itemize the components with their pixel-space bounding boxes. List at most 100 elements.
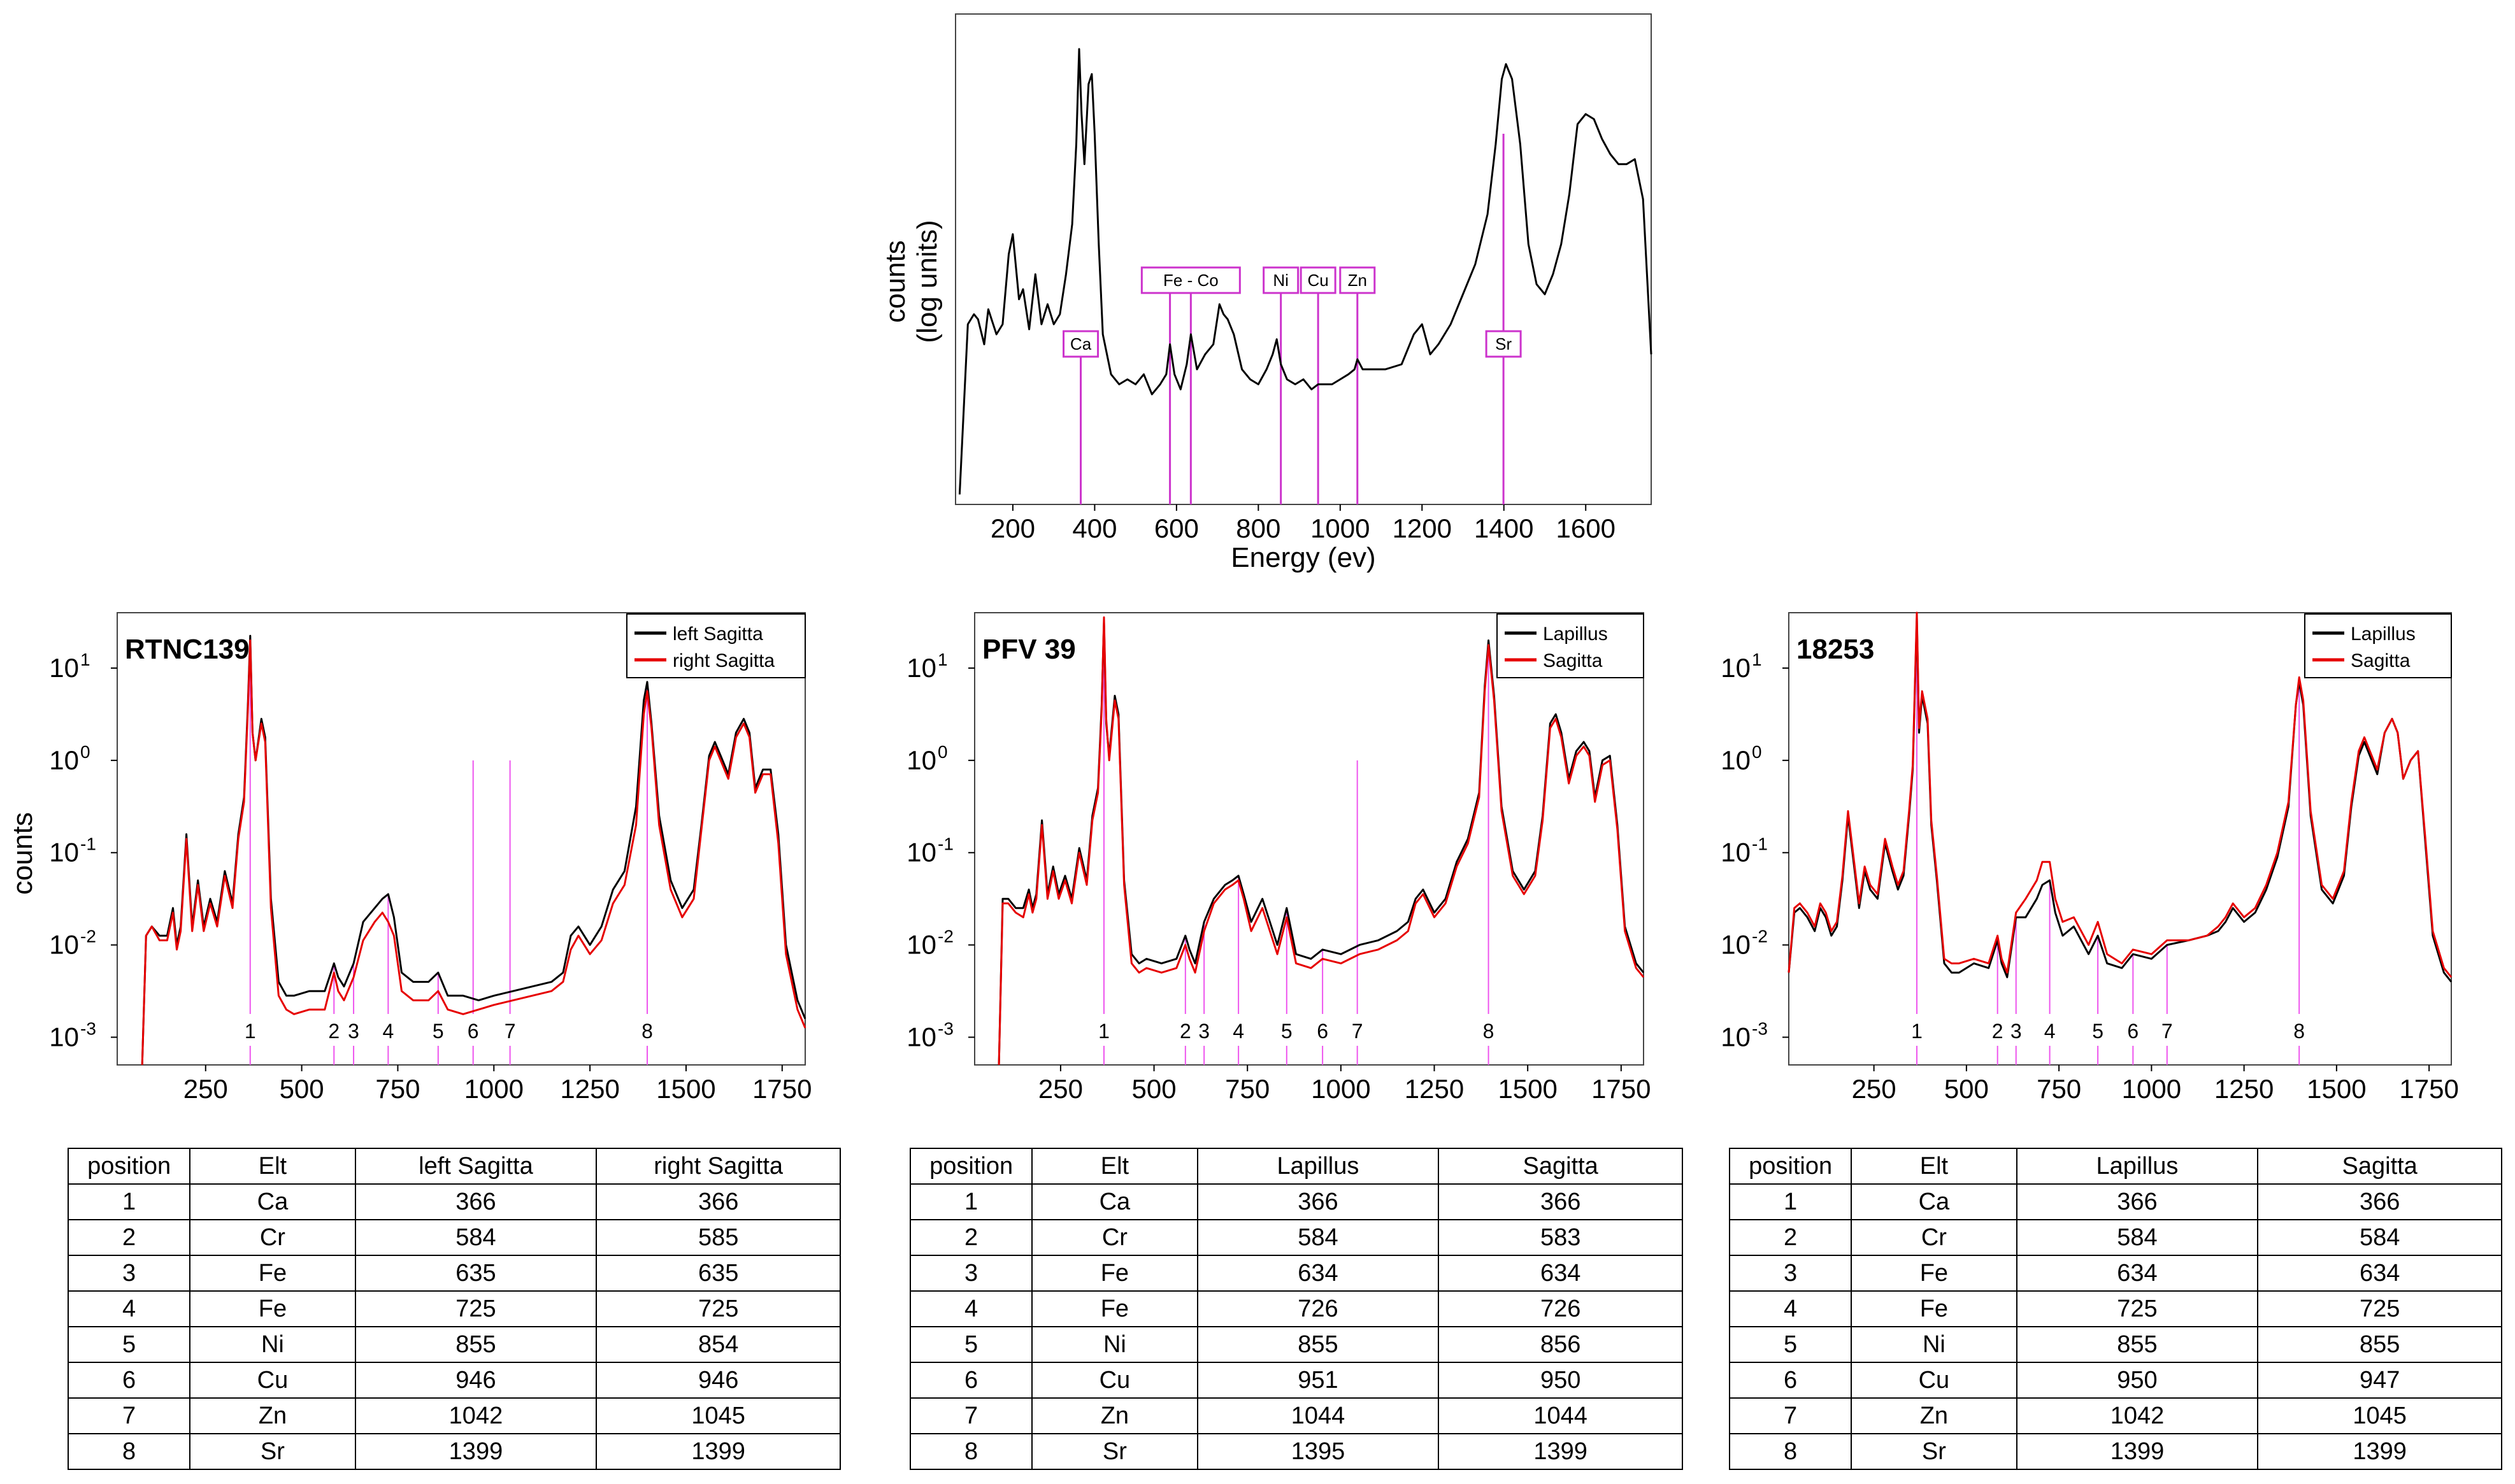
table-cell: 856 [1438,1326,1683,1363]
series-line-lapillus [998,621,1645,1066]
column-header: Lapillus [1196,1148,1440,1185]
table-cell: 7 [67,1397,191,1434]
y-axis-label: (log units) [912,220,943,343]
table-cell: 1399 [2016,1433,2259,1470]
table-cell: 725 [354,1290,598,1327]
table-cell: Sr [1851,1433,2017,1470]
x-axis-label: Energy (ev) [1231,542,1375,573]
peak-number: 1 [245,1020,256,1043]
table-cell: Cu [1851,1362,2017,1399]
table-cell: Fe [1851,1290,2017,1327]
table-row: 5 Ni 855 856 [909,1326,1683,1363]
table-cell: 1042 [2016,1397,2259,1434]
table-cell: 8 [909,1433,1033,1470]
table-cell: 725 [2016,1290,2259,1327]
column-header: Elt [1851,1148,2017,1185]
x-tick-label: 200 [991,513,1035,543]
table-cell: 5 [67,1326,191,1363]
table-row: 5 Ni 855 854 [67,1326,841,1363]
table-cell: 635 [596,1255,841,1292]
x-tick-label: 250 [183,1074,228,1104]
table-cell: 1 [67,1183,191,1220]
table-cell: 5 [1728,1326,1852,1363]
column-header: position [909,1148,1033,1185]
legend-label: Lapillus [2351,624,2416,645]
table-cell: Sr [189,1433,356,1470]
element-label: Zn [1348,271,1367,290]
table-cell: 366 [2257,1183,2502,1220]
x-tick-label: 1000 [464,1074,524,1104]
table-cell: Ni [189,1326,356,1363]
table-cell: Ca [1851,1183,2017,1220]
table-cell: Cr [189,1219,356,1256]
table-cell: Zn [1851,1397,2017,1434]
table-cell: 947 [2257,1362,2502,1399]
y-tick-label: 10 [1721,930,1751,960]
x-tick-label: 500 [1944,1074,1989,1104]
y-axis-label: counts [880,240,911,323]
table-cell: 4 [1728,1290,1852,1327]
table-cell: 951 [1196,1362,1440,1399]
x-tick-label: 400 [1072,513,1117,543]
x-tick-label: 800 [1236,513,1280,543]
y-tick-label: 10 [1721,653,1751,683]
table-cell: 1399 [2257,1433,2502,1470]
element-box [1263,266,1300,294]
y-tick-label: 10 [49,745,79,775]
peak-number: 7 [505,1020,516,1043]
column-header: Elt [189,1148,356,1185]
element-box [1485,330,1522,358]
table-row: 3 Fe 634 634 [1728,1255,2502,1292]
element-label: Fe - Co [1163,271,1219,290]
y-tick-label: 10 [906,1022,936,1052]
table-cell: 5 [909,1326,1033,1363]
peak-number: 3 [1198,1020,1210,1043]
y-tick-exponent: -3 [80,1019,96,1039]
table-cell: 1399 [1438,1433,1683,1470]
y-tick-exponent: -2 [80,927,96,946]
y-tick-label: 10 [906,745,936,775]
y-tick-exponent: -1 [1752,834,1768,854]
peak-number: 7 [2161,1020,2173,1043]
table-cell: 1399 [354,1433,598,1470]
table-cell: Cu [1031,1362,1198,1399]
table-cell: 1399 [596,1433,841,1470]
y-tick-exponent: -2 [1752,927,1768,946]
peak-number: 8 [1483,1020,1494,1043]
table-row: 8 Sr 1399 1399 [67,1433,841,1470]
peak-number: 5 [1281,1020,1293,1043]
table-cell: Cr [1851,1219,2017,1256]
plot-frame [955,13,1652,505]
y-tick-exponent: -1 [938,834,954,854]
y-tick-label: 10 [906,838,936,867]
chart-overview: 2004006008001000120014001600CaCrFe - CoN… [880,13,1652,573]
legend-label: Sagitta [2351,650,2411,671]
table-cell: 634 [1196,1255,1440,1292]
table-row: 6 Cu 950 947 [1728,1362,2502,1399]
table-cell: Fe [189,1290,356,1327]
peaks-table-rtnc139: position Elt left Sagitta right Sagitta 1 Ca 3… [67,1148,841,1470]
table-row: 6 Cu 951 950 [909,1362,1683,1399]
table-cell: 584 [1196,1219,1440,1256]
legend-label: Sagitta [1543,650,1603,671]
table-cell: Sr [1031,1433,1198,1470]
y-tick-exponent: 0 [1752,742,1762,762]
y-tick-exponent: 0 [938,742,948,762]
y-tick-exponent: 1 [938,650,948,669]
plot-frame [1788,612,2452,1066]
chart-title: RTNC139 [125,634,250,665]
element-box [1300,266,1336,294]
table-header-row: position Elt left Sagitta right Sagitta [67,1148,841,1185]
table-cell: 2 [1728,1219,1852,1256]
peaks-table-18253: position Elt Lapillus Sagitta 1 Ca 366 366 2 Cr 58… [1728,1148,2502,1470]
table-cell: 950 [1438,1362,1683,1399]
legend-box [1496,613,1644,678]
peak-number: 7 [1352,1020,1363,1043]
y-tick-exponent: -3 [938,1019,954,1039]
x-tick-label: 750 [375,1074,420,1104]
table-cell: 585 [596,1219,841,1256]
x-tick-label: 1250 [560,1074,619,1104]
column-header: Lapillus [2016,1148,2259,1185]
